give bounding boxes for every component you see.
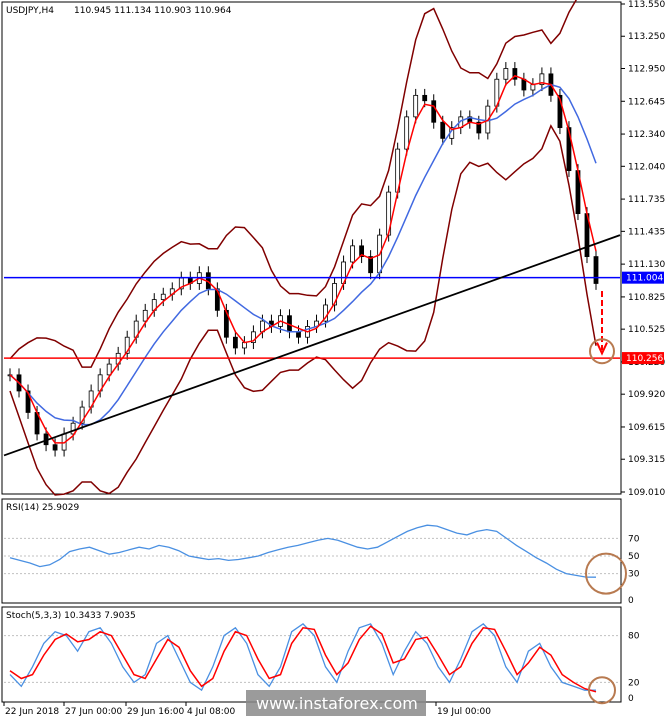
price-tick-label: 113.550 [628, 0, 665, 10]
candle-body [232, 336, 238, 349]
time-tick-label: 19 Jul 00:00 [437, 707, 491, 717]
chart-header-ohlc: 110.945 111.134 110.903 110.964 [74, 6, 232, 16]
candle-body [332, 283, 337, 306]
stoch-header: Stoch(5,3,3) 10.3433 7.9035 [6, 611, 136, 621]
time-tick-label: 27 Jun 00:00 [65, 707, 122, 717]
candle-body [79, 406, 85, 424]
price-level-tag [622, 352, 664, 365]
candle-body [160, 293, 166, 300]
price-tick-label: 109.010 [628, 488, 665, 498]
rsi-tick-label: 30 [628, 570, 640, 580]
target-circle [589, 338, 615, 365]
watermark-text: www.instaforex.com [256, 694, 418, 713]
candle-body [106, 363, 112, 376]
chart-header-symbol: USDJPY,H4 [6, 6, 54, 16]
time-tick-label: 29 Jun 16:00 [127, 707, 184, 717]
candle-body [70, 422, 76, 435]
candle-body [124, 336, 130, 354]
rsi-header: RSI(14) 25.9029 [6, 503, 79, 513]
bollinger-upper-line [9, 0, 577, 368]
rsi-circle [585, 552, 627, 595]
stoch-signal-line [9, 625, 597, 693]
candle-body [593, 256, 599, 284]
price-level-tag [622, 271, 664, 284]
candle-body [241, 342, 247, 349]
candle-body [359, 245, 365, 257]
candle-body [142, 309, 148, 322]
candle-body [557, 94, 563, 129]
price-tick-label: 112.340 [628, 130, 665, 140]
price-level-tag-label: 111.004 [626, 274, 663, 284]
candle-body [566, 127, 572, 172]
rsi-line [9, 524, 597, 578]
time-tick-label: 22 Jun 2018 [5, 707, 59, 717]
rsi-tick-label: 50 [628, 552, 640, 562]
forecast-arrow-head [596, 342, 608, 356]
candle-body [539, 73, 545, 86]
candle-body [431, 100, 437, 123]
price-tick-label: 109.615 [628, 423, 665, 433]
rsi-tick-label: 0 [628, 596, 634, 606]
candle-body [530, 84, 536, 91]
rsi-tick-label: 70 [628, 534, 640, 544]
candle-body [440, 121, 446, 139]
candle-body [476, 121, 482, 134]
stoch-circle [588, 676, 616, 705]
price-tick-label: 111.735 [628, 195, 665, 205]
bollinger-lower-line [9, 124, 597, 496]
candle-body [25, 390, 31, 413]
watermark-box [246, 690, 426, 716]
candle-body [251, 331, 256, 343]
price-tick-label: 112.950 [628, 64, 665, 74]
price-tick-label: 110.525 [628, 325, 665, 335]
candle-body [404, 116, 410, 150]
price-tick-label: 111.435 [628, 227, 665, 237]
stoch-main-line [9, 623, 596, 692]
moving-average-fast-line [9, 74, 597, 444]
price-tick-label: 112.040 [628, 162, 665, 172]
time-tick-label: 4 Jul 08:00 [187, 707, 236, 717]
price-tick-label: 109.315 [628, 455, 665, 465]
price-tick-label: 111.130 [628, 260, 665, 270]
candle-body [413, 94, 419, 118]
candle-body [296, 331, 301, 338]
stoch-tick-label: 80 [628, 632, 640, 642]
candle-body [368, 256, 374, 274]
stoch-tick-label: 0 [628, 694, 634, 704]
price-tick-label: 110.825 [628, 293, 665, 303]
main-price-panel [1, 1, 622, 495]
price-level-tag-label: 110.256 [626, 354, 663, 364]
candle-body [503, 68, 509, 80]
candle-body [422, 94, 428, 102]
candle-body [52, 444, 58, 451]
candle-body [350, 245, 355, 263]
trendline [3, 234, 621, 457]
price-tick-label: 109.920 [628, 390, 665, 400]
price-tick-label: 113.250 [628, 32, 665, 42]
rsi-panel [1, 498, 622, 604]
price-tick-label: 112.645 [628, 97, 665, 107]
stoch-tick-label: 20 [628, 678, 640, 688]
candle-body [512, 68, 518, 80]
